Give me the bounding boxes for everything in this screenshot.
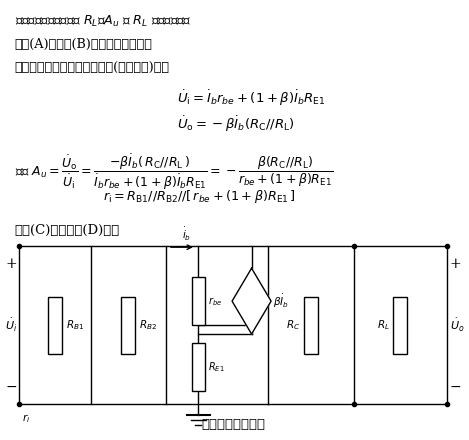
Text: $\!\!\!\!\!\!\!\!$所以 $A_u = \dfrac{\dot{U}_{\mathrm{o}}}{\dot{U}_{\mathrm{i}}} =: $\!\!\!\!\!\!\!\!$所以 $A_u = \dfrac{\dot{… [15, 152, 333, 191]
Text: 电路的小信号模型: 电路的小信号模型 [201, 418, 265, 431]
Text: $r_i$: $r_i$ [22, 412, 30, 425]
Text: $\dot{U}_{\mathrm{i}} = \dot{I}_{b}r_{be} + (1+\beta)\dot{I}_{b}R_{\mathrm{E1}}$: $\dot{U}_{\mathrm{i}} = \dot{I}_{b}r_{be… [177, 88, 326, 108]
Bar [192, 343, 204, 391]
Text: $\beta\dot{I}_{b}$: $\beta\dot{I}_{b}$ [273, 293, 289, 310]
Text: $\dot{U}_{\mathrm{o}} = -\beta\dot{I}_{b}(R_{\mathrm{C}}//R_{\mathrm{L}})$: $\dot{U}_{\mathrm{o}} = -\beta\dot{I}_{b… [177, 115, 295, 134]
Text: $R_{E1}$: $R_{E1}$ [208, 360, 225, 374]
Text: $R_L$: $R_L$ [377, 319, 390, 332]
Text: −: − [449, 380, 461, 394]
Text: 晶体管放大电路的小信号模型(如图所示)可得: 晶体管放大电路的小信号模型(如图所示)可得 [15, 62, 170, 75]
Bar [121, 297, 136, 354]
Text: $\dot{U}_o$: $\dot{U}_o$ [450, 317, 465, 334]
Text: 选项(C)错，选项(D)对。: 选项(C)错，选项(D)对。 [15, 224, 120, 238]
Text: $\dot{U}_i$: $\dot{U}_i$ [5, 317, 17, 334]
Text: $R_C$: $R_C$ [286, 319, 300, 332]
Bar [304, 297, 318, 354]
Polygon shape [232, 268, 271, 334]
Bar [192, 277, 204, 325]
Text: 选项(A)和选项(B)不正确。根据本题: 选项(A)和选项(B)不正确。根据本题 [15, 38, 152, 51]
Text: $r_{be}$: $r_{be}$ [208, 295, 223, 308]
Text: −: − [5, 380, 17, 394]
Text: $R_{B2}$: $R_{B2}$ [139, 319, 157, 332]
Text: +: + [5, 257, 17, 271]
Text: $R_{B1}$: $R_{B1}$ [66, 319, 84, 332]
Bar [48, 297, 62, 354]
Bar [393, 297, 407, 354]
Text: $r_{\mathrm{i}} = R_{\mathrm{B1}}//R_{\mathrm{B2}}//[\,r_{be} + (1+\beta)R_{\mat: $r_{\mathrm{i}} = R_{\mathrm{B1}}//R_{\m… [103, 188, 295, 205]
Text: 本题放大电路存在负载 $R_{L}$，$A_u$ 与 $R_{L}$ 有关，所以，: 本题放大电路存在负载 $R_{L}$，$A_u$ 与 $R_{L}$ 有关，所以… [15, 14, 191, 29]
Text: +: + [449, 257, 461, 271]
Text: $\dot{i}_{b}$: $\dot{i}_{b}$ [182, 226, 191, 243]
